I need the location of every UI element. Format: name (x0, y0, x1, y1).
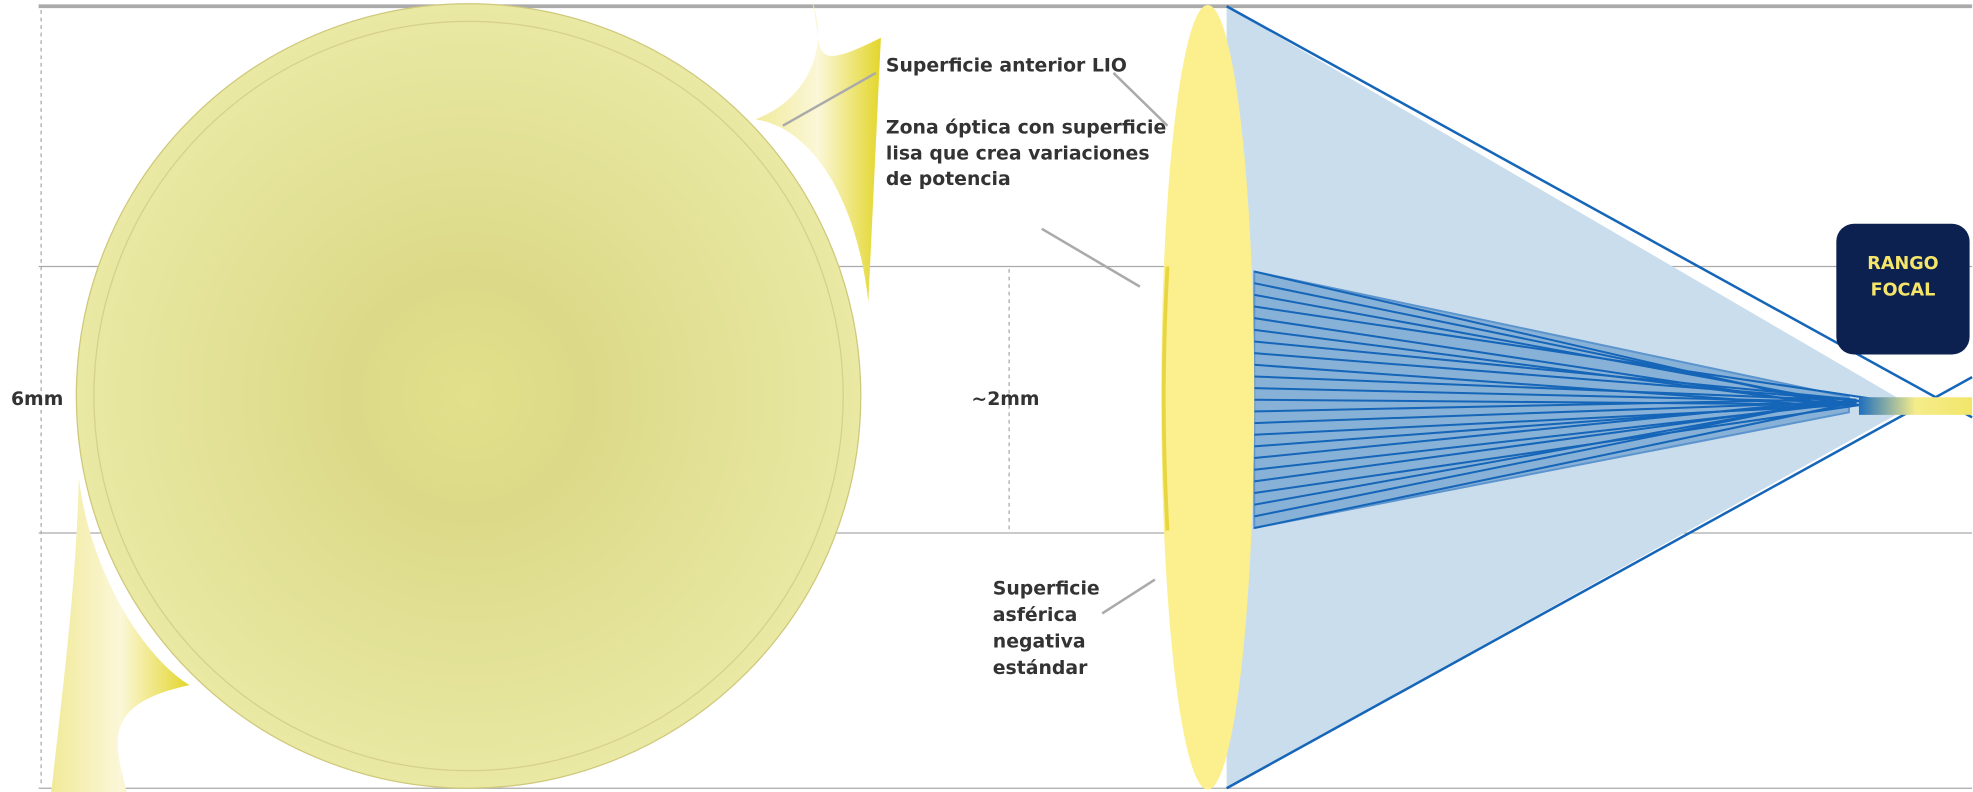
ray (1254, 401, 1812, 460)
label-2mm: ~2mm (971, 389, 1039, 410)
ray (1254, 340, 1857, 401)
label-aspheric: Superficie (993, 579, 1100, 600)
label-6mm: 6mm (11, 389, 63, 410)
label-optic-zone: de potencia (886, 169, 1011, 190)
label-anterior: Superficie anterior LIO (886, 56, 1127, 77)
ray (1254, 317, 1812, 404)
label-aspheric: negativa (993, 631, 1086, 652)
optics (1161, 5, 1973, 790)
label-optic-zone: Zona óptica con superficie (886, 117, 1166, 138)
ray (1254, 328, 1834, 406)
focal-label: RANGO (1867, 254, 1938, 274)
ray (1254, 293, 1857, 406)
ray (1254, 398, 1835, 518)
ray (1254, 403, 1812, 506)
ray (1254, 398, 1812, 413)
ray (1254, 305, 1880, 401)
ray (1254, 398, 1880, 448)
label-optic-zone: lisa que crea variaciones (886, 144, 1150, 165)
label-aspheric: asférica (993, 605, 1078, 626)
iol-front-view (51, 0, 881, 792)
ray (1254, 401, 1857, 529)
ray (1254, 398, 1857, 483)
ray (1254, 401, 1834, 425)
focal-box (1836, 223, 1970, 355)
ray (1254, 375, 1834, 401)
focal-label: FOCAL (1871, 280, 1936, 300)
ray-fill (1253, 270, 1850, 530)
label-aspheric: estándar (993, 658, 1088, 679)
arrows (782, 71, 1169, 615)
ray (1254, 352, 1880, 404)
